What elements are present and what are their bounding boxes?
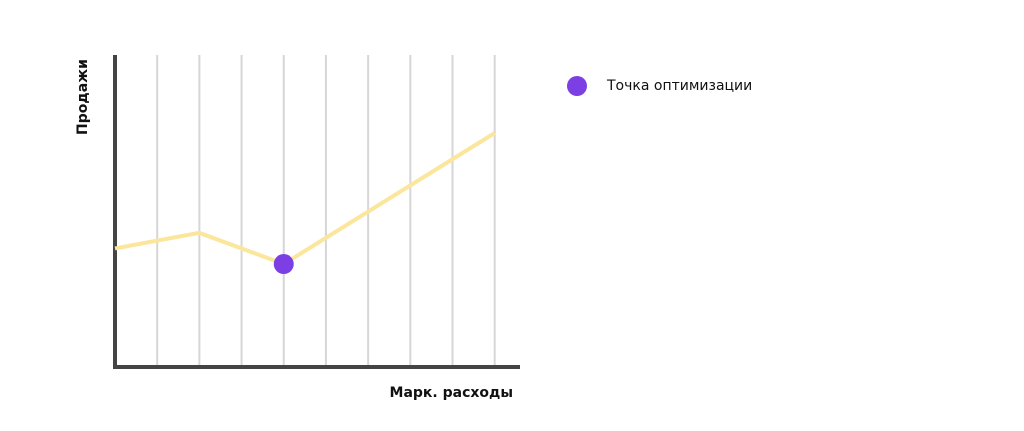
- legend-label: Точка оптимизации: [606, 78, 752, 94]
- y-axis-label: Продажи: [75, 59, 91, 135]
- x-axis-label: Марк. расходы: [390, 385, 513, 401]
- legend-marker: [567, 76, 587, 96]
- line: [114, 131, 496, 267]
- highlight-point: [273, 254, 294, 275]
